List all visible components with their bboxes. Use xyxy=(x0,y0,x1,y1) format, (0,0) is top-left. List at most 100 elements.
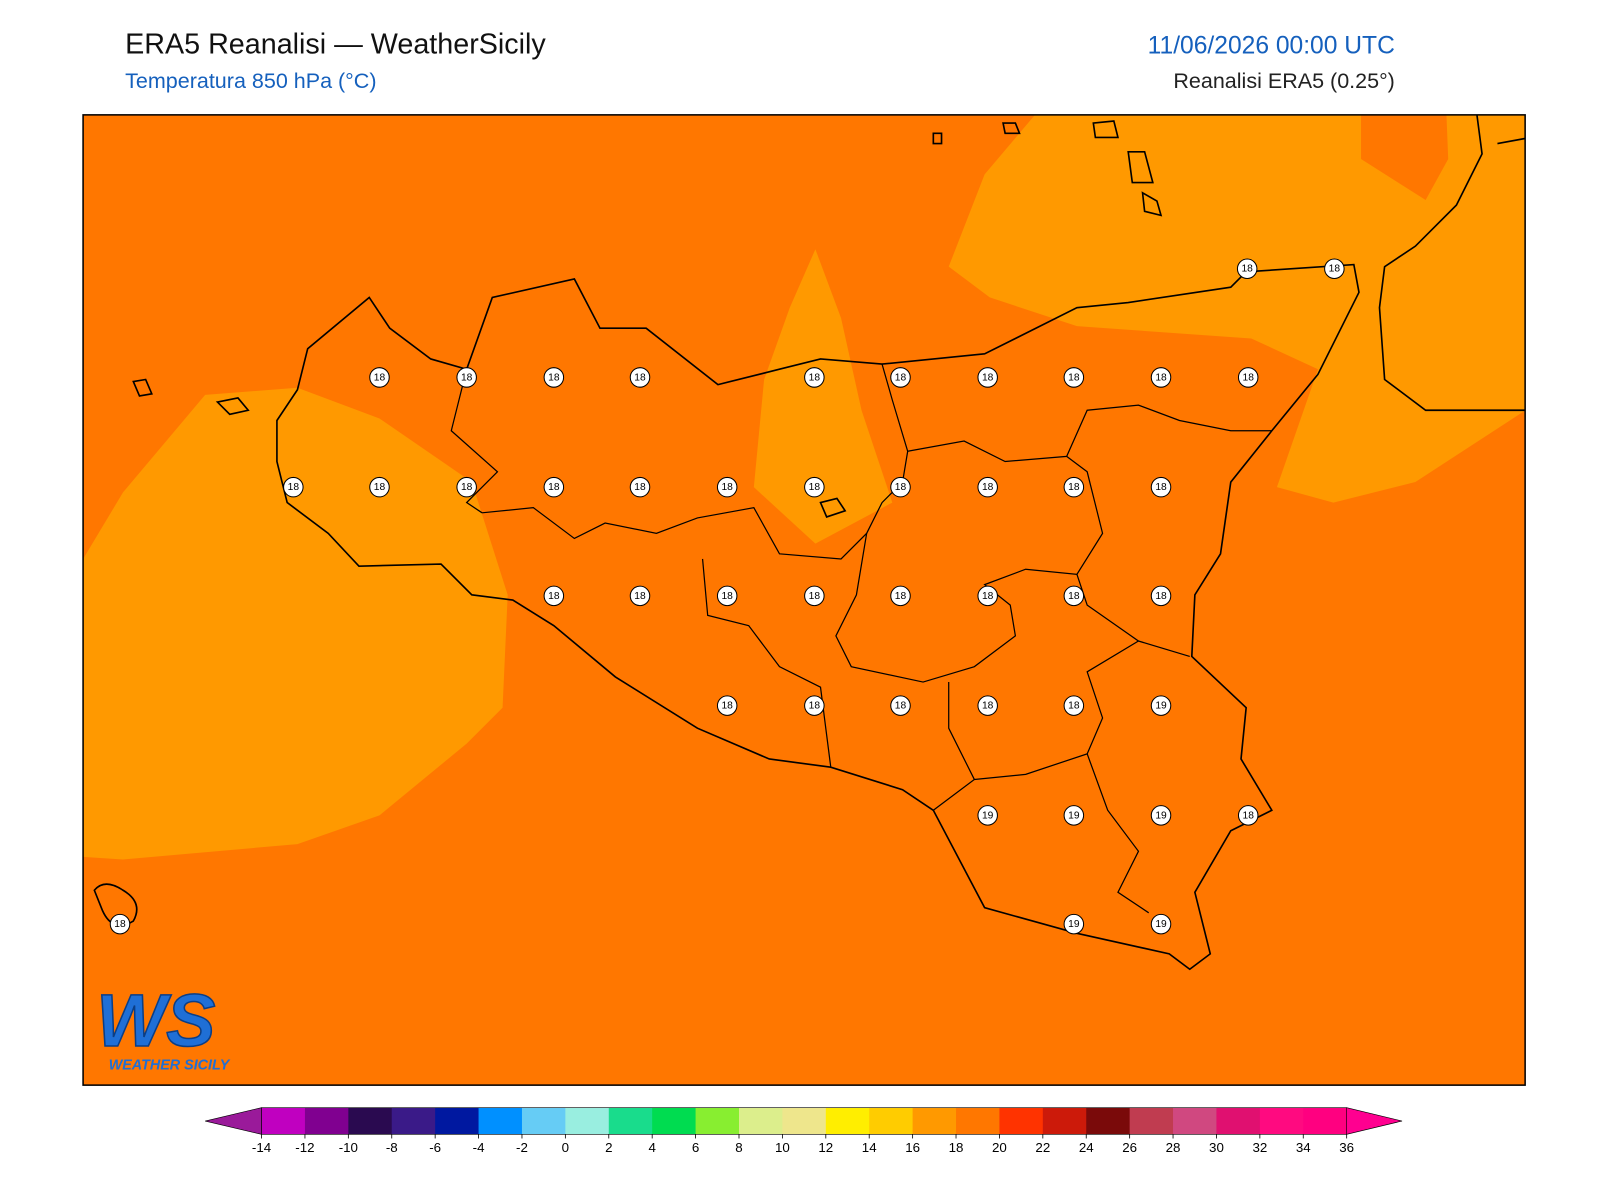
station: 18 xyxy=(1063,585,1085,607)
station-value: 18 xyxy=(1241,264,1253,275)
station-value: 18 xyxy=(548,482,560,493)
colorbar-bin xyxy=(261,1107,306,1135)
colorbar-bin xyxy=(1086,1107,1131,1135)
station-value: 18 xyxy=(634,372,646,383)
station-value: 18 xyxy=(895,482,907,493)
logo-text: WEATHER SICILY xyxy=(109,1058,231,1074)
colorbar: -14 -12 -10 -8 -6 -4 -2 0 2 4 6 8 10 12 14 16 18 20 22 24 26… xyxy=(205,1107,1403,1155)
station-circle xyxy=(890,695,911,716)
colorbar-bin xyxy=(825,1107,870,1135)
station: 18 xyxy=(1150,367,1172,388)
station: 18 xyxy=(1236,258,1258,279)
station-circle xyxy=(1324,258,1345,279)
coastline xyxy=(93,114,1526,971)
station-value: 19 xyxy=(982,810,994,821)
station-value: 19 xyxy=(1155,919,1167,930)
station-value: 18 xyxy=(721,482,733,493)
station: 18 xyxy=(629,585,651,607)
station-circle xyxy=(369,476,390,498)
station: 18 xyxy=(1237,367,1259,388)
station-value: 18 xyxy=(721,701,733,712)
colorbar-tick-label: 14 xyxy=(862,1140,877,1155)
province-borders xyxy=(450,363,1272,914)
colorbar-tick-label: 4 xyxy=(648,1140,656,1155)
station-circle xyxy=(1063,585,1085,607)
colorbar-tick-label: -12 xyxy=(295,1140,314,1155)
station: 18 xyxy=(804,695,825,716)
station-circle xyxy=(629,585,651,607)
station-value: 18 xyxy=(982,372,994,383)
station: 19 xyxy=(1063,913,1085,935)
station: 18 xyxy=(804,585,825,607)
colorbar-bin xyxy=(1259,1107,1304,1135)
station: 18 xyxy=(716,476,738,498)
colorbar-tick-label: 32 xyxy=(1252,1140,1267,1155)
station-circle xyxy=(977,476,998,498)
station-circle xyxy=(109,913,131,935)
title: ERA5 Reanalisi — WeatherSicily xyxy=(125,28,546,60)
colorbar-tick-label: 2 xyxy=(605,1140,612,1155)
colorbar-bin xyxy=(738,1107,783,1135)
colorbar-bin xyxy=(782,1107,827,1135)
station-value: 18 xyxy=(982,482,994,493)
colorbar-bin xyxy=(912,1107,957,1135)
station: 18 xyxy=(283,476,304,498)
colorbar-bin xyxy=(652,1107,696,1135)
station: 18 xyxy=(369,476,390,498)
station-value: 18 xyxy=(1243,372,1255,383)
station-value: 19 xyxy=(1155,810,1167,821)
logo: WS WEATHER SICILY xyxy=(96,978,231,1074)
colorbar-frame xyxy=(261,1107,1347,1135)
colorbar-bin xyxy=(1216,1107,1261,1135)
station-circle xyxy=(977,585,998,607)
station-value: 18 xyxy=(634,482,646,493)
colorbar-bin xyxy=(391,1107,436,1135)
station: 18 xyxy=(716,695,738,716)
station-value: 18 xyxy=(809,591,821,602)
station-value: 18 xyxy=(895,372,907,383)
colorbar-bin xyxy=(999,1107,1044,1135)
station-circle xyxy=(977,367,998,388)
station-value: 18 xyxy=(1329,264,1341,275)
station-circle xyxy=(369,367,390,388)
colorbar-bin xyxy=(521,1107,566,1135)
station-value: 18 xyxy=(374,372,386,383)
station-circle xyxy=(456,367,477,388)
station-value: 19 xyxy=(1068,919,1080,930)
colorbar-tick-label: 12 xyxy=(818,1140,833,1155)
station-circle xyxy=(977,695,998,716)
station: 18 xyxy=(977,476,998,498)
station-value: 19 xyxy=(1155,701,1167,712)
colorbar-tick-label: 28 xyxy=(1166,1140,1181,1155)
station-value: 18 xyxy=(895,591,907,602)
station-circle xyxy=(804,367,825,388)
colorbar-tick-label: 26 xyxy=(1122,1140,1137,1155)
station: 18 xyxy=(890,476,911,498)
station-value: 18 xyxy=(895,701,907,712)
station-circle xyxy=(1150,805,1172,826)
colorbar-bin xyxy=(304,1107,349,1135)
colorbar-tick-label: 8 xyxy=(735,1140,742,1155)
colorbar-tick-label: -6 xyxy=(429,1140,441,1155)
station-circle xyxy=(1063,805,1085,826)
station-circle xyxy=(1236,258,1258,279)
colorbar-bin xyxy=(1129,1107,1174,1135)
colorbar-bin xyxy=(478,1107,523,1135)
station-value: 18 xyxy=(809,701,821,712)
station: 18 xyxy=(977,695,998,716)
colorbar-tick-label: 18 xyxy=(949,1140,964,1155)
station-value: 18 xyxy=(461,482,473,493)
colorbar-tick-label: 30 xyxy=(1209,1140,1224,1155)
station-circle xyxy=(543,476,565,498)
source: Reanalisi ERA5 (0.25°) xyxy=(1173,69,1394,93)
colorbar-bin xyxy=(695,1107,740,1135)
station: 18 xyxy=(543,585,565,607)
colorbar-bin xyxy=(348,1107,393,1135)
colorbar-tick-label: -8 xyxy=(386,1140,398,1155)
colorbar-tick-label: 6 xyxy=(692,1140,699,1155)
colorbar-bin xyxy=(869,1107,914,1135)
station-circle xyxy=(1150,913,1172,935)
station-circle xyxy=(1237,367,1259,388)
station: 18 xyxy=(804,476,825,498)
